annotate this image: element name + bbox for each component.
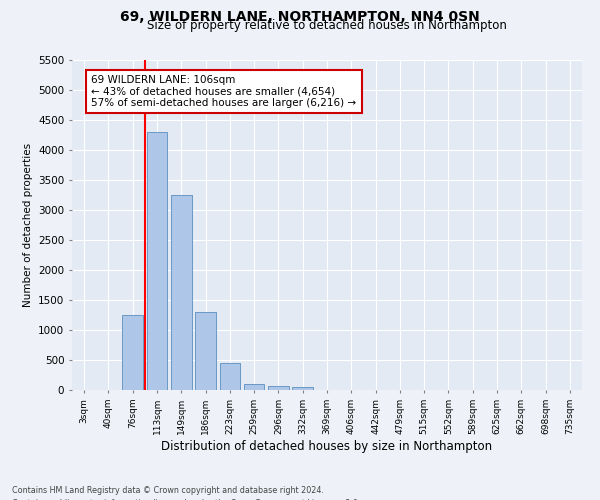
- Text: 69 WILDERN LANE: 106sqm
← 43% of detached houses are smaller (4,654)
57% of semi: 69 WILDERN LANE: 106sqm ← 43% of detache…: [91, 75, 356, 108]
- Bar: [268, 386, 289, 390]
- Bar: [146, 132, 167, 390]
- Bar: [292, 387, 313, 390]
- Bar: [122, 315, 143, 390]
- Bar: [220, 363, 240, 390]
- Text: 69, WILDERN LANE, NORTHAMPTON, NN4 0SN: 69, WILDERN LANE, NORTHAMPTON, NN4 0SN: [120, 10, 480, 24]
- Title: Size of property relative to detached houses in Northampton: Size of property relative to detached ho…: [147, 20, 507, 32]
- Text: Contains public sector information licensed under the Open Government Licence v3: Contains public sector information licen…: [12, 498, 361, 500]
- Bar: [195, 312, 216, 390]
- Text: Contains HM Land Registry data © Crown copyright and database right 2024.: Contains HM Land Registry data © Crown c…: [12, 486, 324, 495]
- X-axis label: Distribution of detached houses by size in Northampton: Distribution of detached houses by size …: [161, 440, 493, 452]
- Bar: [171, 195, 191, 390]
- Y-axis label: Number of detached properties: Number of detached properties: [23, 143, 32, 307]
- Bar: [244, 384, 265, 390]
